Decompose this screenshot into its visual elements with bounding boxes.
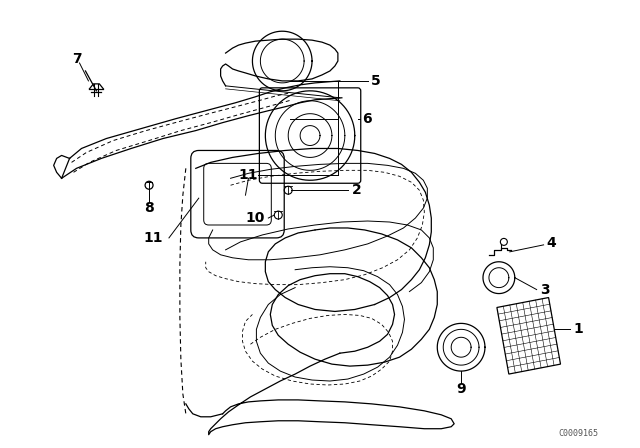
Text: 1: 1 [573,323,583,336]
Text: C0009165: C0009165 [558,429,598,438]
Text: 4: 4 [547,236,556,250]
Text: 5: 5 [371,74,380,88]
Text: 3: 3 [540,283,549,297]
Text: 8: 8 [144,201,154,215]
Text: 6: 6 [362,112,371,125]
Text: 9: 9 [456,382,466,396]
Text: 2: 2 [352,183,362,197]
Text: 7: 7 [72,52,81,66]
Text: 10: 10 [245,211,264,225]
Text: 11: 11 [239,168,258,182]
Text: 11: 11 [143,231,163,245]
